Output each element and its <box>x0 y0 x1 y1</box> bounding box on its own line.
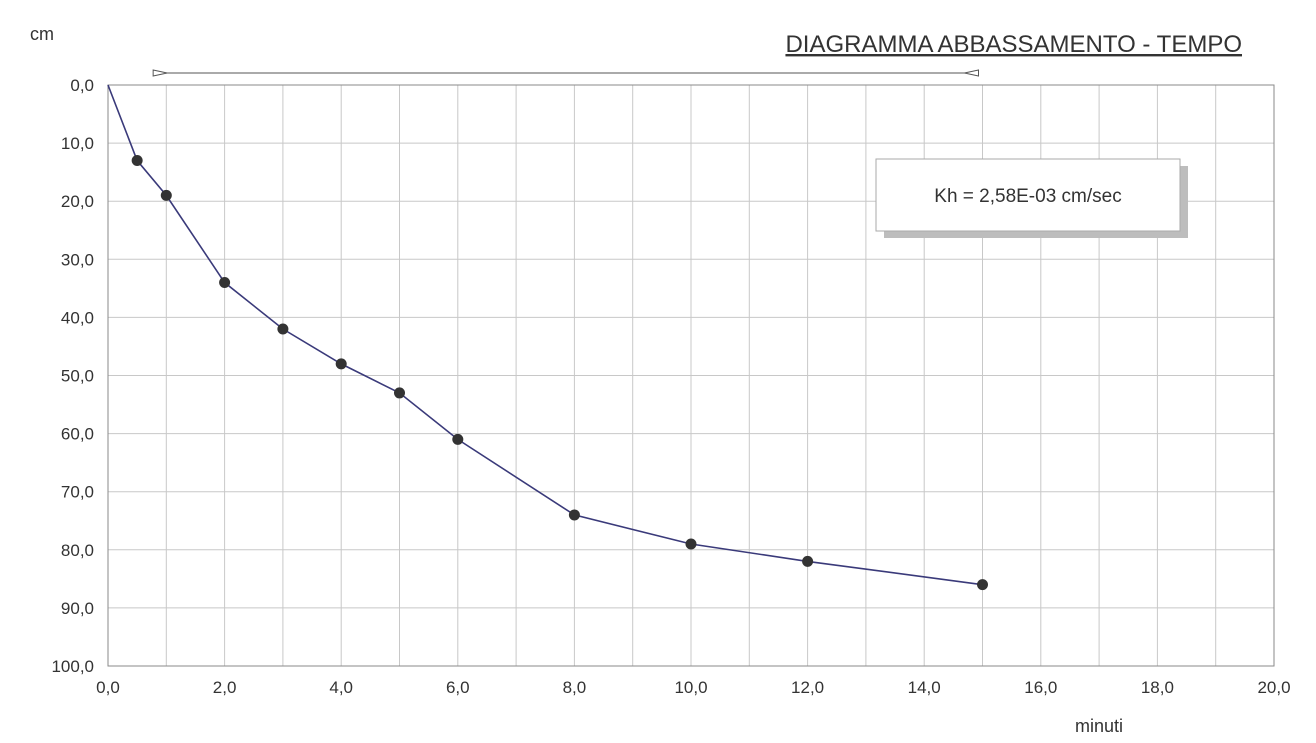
annotation-box: Kh = 2,58E-03 cm/sec <box>875 158 1188 238</box>
x-tick-label: 12,0 <box>791 678 824 697</box>
data-point <box>685 538 697 550</box>
data-point <box>394 387 405 399</box>
y-tick-label: 10,0 <box>61 134 94 153</box>
x-tick-label: 10,0 <box>674 678 707 697</box>
x-tick-label: 20,0 <box>1257 678 1290 697</box>
range-indicator <box>152 69 979 77</box>
x-axis-unit: minuti <box>1075 716 1123 736</box>
range-arrow-end <box>964 69 979 77</box>
y-tick-label: 90,0 <box>61 599 94 618</box>
data-point <box>568 509 580 521</box>
y-tick-label: 70,0 <box>61 483 94 502</box>
data-point <box>802 555 814 567</box>
x-tick-label: 6,0 <box>446 678 470 697</box>
y-tick-label: 20,0 <box>61 192 94 211</box>
data-point <box>977 579 988 591</box>
y-tick-label: 50,0 <box>61 367 94 386</box>
range-arrow-start <box>152 69 168 77</box>
data-point <box>335 358 347 370</box>
y-axis-unit: cm <box>30 24 54 44</box>
y-tick-label: 30,0 <box>61 250 94 269</box>
data-point <box>277 323 289 335</box>
y-tick-label: 0,0 <box>70 76 94 95</box>
annotation-text: Kh = 2,58E-03 cm/sec <box>934 186 1121 207</box>
series-line <box>107 84 983 586</box>
x-tick-label: 16,0 <box>1024 678 1057 697</box>
x-tick-label: 4,0 <box>329 678 353 697</box>
data-point <box>131 155 143 167</box>
x-tick-label: 8,0 <box>563 678 587 697</box>
x-tick-label: 18,0 <box>1141 678 1174 697</box>
plot-frame <box>107 84 1275 667</box>
y-tick-label: 60,0 <box>61 425 94 444</box>
x-tick-label: 2,0 <box>213 678 237 697</box>
data-point <box>160 189 172 201</box>
x-tick-labels: 0,0 2,0 4,0 6,0 8,0 10,0 12,0 14,0 16,0 18,0 20,0 <box>96 678 1290 697</box>
y-tick-label: 40,0 <box>61 308 94 327</box>
x-tick-label: 14,0 <box>908 678 941 697</box>
chart-title: DIAGRAMMA ABBASSAMENTO - TEMPO <box>785 31 1242 58</box>
x-tick-label: 0,0 <box>96 678 120 697</box>
y-tick-label: 80,0 <box>61 541 94 560</box>
series-group <box>107 84 988 591</box>
data-point <box>219 277 231 289</box>
y-tick-label: 100,0 <box>51 657 94 676</box>
data-point <box>452 433 464 445</box>
y-tick-labels: 0,0 10,0 20,0 30,0 40,0 50,0 60,0 70,0 80,0 90,0 1… <box>51 76 94 676</box>
